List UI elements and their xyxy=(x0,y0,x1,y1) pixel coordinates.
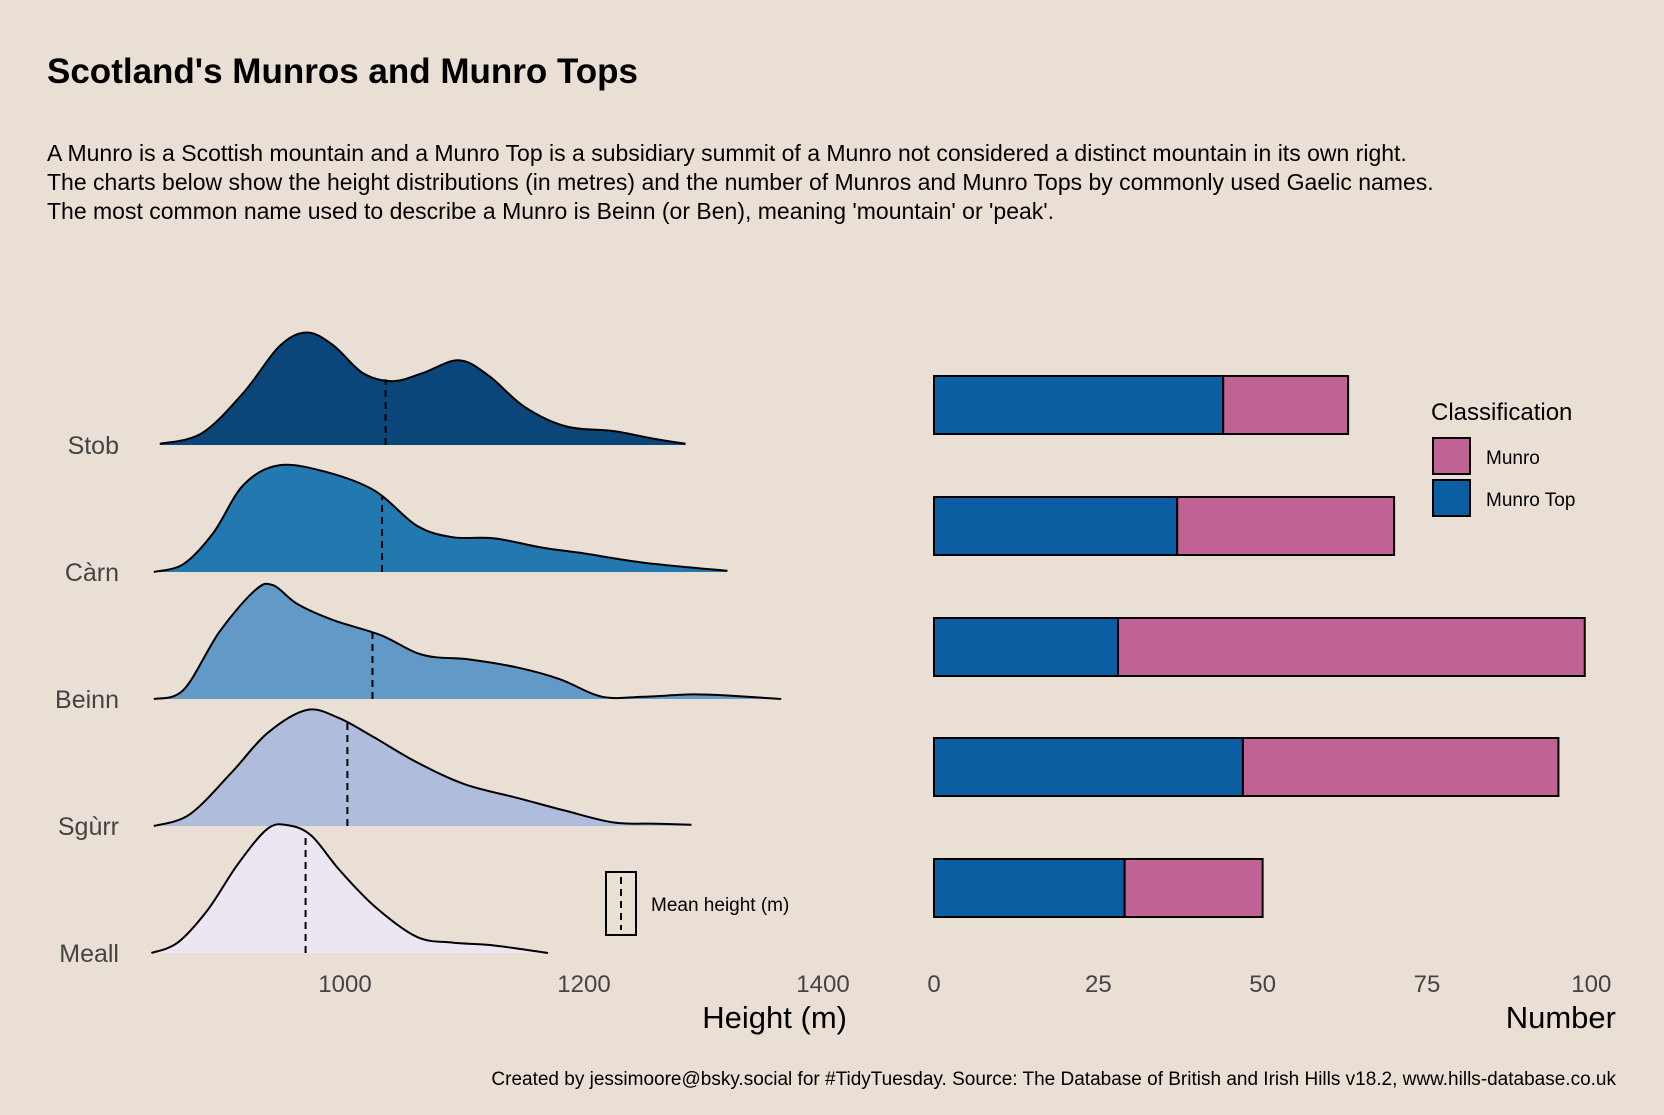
density-area-beinn xyxy=(153,583,782,699)
density-area-carn xyxy=(153,464,728,572)
density-area-stob xyxy=(159,332,686,445)
bar-carn-munro xyxy=(1176,496,1396,556)
number-tick-label: 0 xyxy=(927,971,940,998)
density-line-stob xyxy=(159,331,686,445)
legend-label-munro: Munro xyxy=(1486,448,1540,469)
density-line-meall xyxy=(151,823,549,954)
subtitle-line: The most common name used to describe a … xyxy=(47,198,1055,224)
density-line-carn xyxy=(153,463,728,573)
legend-label-munro-top: Munro Top xyxy=(1486,490,1575,511)
bar-sgurr-munro-top xyxy=(933,737,1244,797)
subtitle-line: The charts below show the height distrib… xyxy=(47,169,1434,195)
ridgeline-chart: Stob Càrn Beinn Sgùrr Meall 1000 1200 1400Heigh… xyxy=(55,331,850,1035)
legend-title: Classification xyxy=(1431,399,1572,426)
density-line-beinn xyxy=(153,582,782,700)
ridge-label-meall: Meall xyxy=(59,940,119,968)
mean-legend-label: Mean height (m) xyxy=(651,895,789,916)
bar-stob-munro-top xyxy=(933,375,1225,435)
legend-key-munro xyxy=(1432,437,1471,475)
number-tick-label: 75 xyxy=(1414,971,1441,998)
ridge-label-sgurr: Sgùrr xyxy=(58,813,119,841)
bar-stob-munro xyxy=(1222,375,1350,435)
height-axis-title: Height (m) xyxy=(702,1000,847,1035)
ridge-label-carn: Càrn xyxy=(65,559,119,587)
bar-carn-munro-top xyxy=(933,496,1179,556)
page-title: Scotland's Munros and Munro Tops xyxy=(47,52,639,91)
ridge-label-beinn: Beinn xyxy=(55,686,119,714)
density-area-meall xyxy=(151,824,549,953)
number-axis-title: Number xyxy=(1506,1000,1616,1035)
subtitle-line: A Munro is a Scottish mountain and a Mun… xyxy=(47,140,1407,166)
height-tick-label: 1400 xyxy=(796,971,849,998)
density-area-sgurr xyxy=(153,709,692,826)
bar-beinn-munro-top xyxy=(933,617,1119,677)
mean-height-legend: Mean height (m) xyxy=(605,871,789,936)
subtitle: A Munro is a Scottish mountain and a Mun… xyxy=(47,139,1647,226)
number-tick-label: 100 xyxy=(1571,971,1611,998)
bar-meall-munro-top xyxy=(933,858,1126,918)
number-tick-label: 50 xyxy=(1249,971,1276,998)
mean-legend-key xyxy=(605,871,637,936)
density-line-sgurr xyxy=(153,708,692,827)
bar-meall-munro xyxy=(1123,858,1264,918)
height-tick-label: 1200 xyxy=(557,971,610,998)
bar-sgurr-munro xyxy=(1241,737,1560,797)
caption: Created by jessimoore@bsky.social for #T… xyxy=(491,1069,1616,1090)
legend-key-munro-top xyxy=(1432,479,1471,517)
classification-legend: Classification Munro Munro Top xyxy=(1431,399,1575,517)
ridge-label-stob: Stob xyxy=(68,432,119,460)
bar-beinn-munro xyxy=(1117,617,1586,677)
number-tick-label: 25 xyxy=(1085,971,1112,998)
height-tick-label: 1000 xyxy=(318,971,371,998)
